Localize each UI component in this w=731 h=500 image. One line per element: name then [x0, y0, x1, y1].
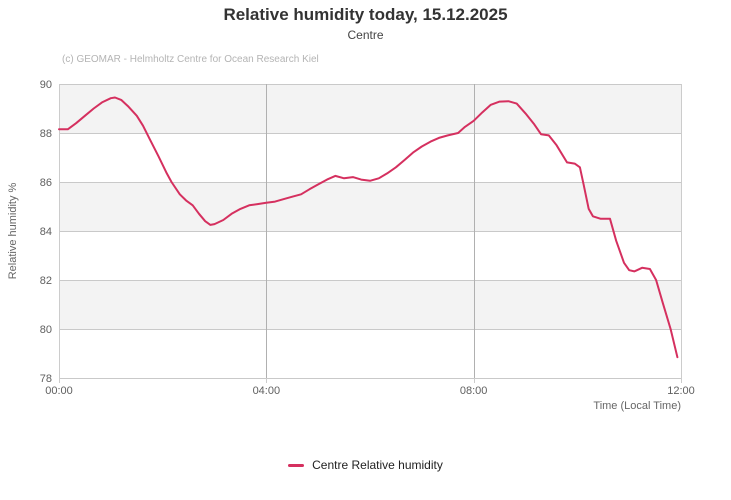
- chart-subtitle: Centre: [347, 28, 384, 42]
- x-axis-labels: 00:00 04:00 08:00 12:00: [45, 385, 695, 397]
- x-tick-label: 08:00: [460, 385, 488, 397]
- y-gridlines: [59, 84, 681, 379]
- x-tick-label: 12:00: [667, 385, 695, 397]
- y-tick-label: 86: [40, 177, 52, 189]
- legend-label: Centre Relative humidity: [312, 458, 443, 472]
- x-gridlines: [59, 84, 682, 383]
- chart-title: Relative humidity today, 15.12.2025: [223, 5, 508, 24]
- y-axis-title: Relative humidity %: [7, 182, 19, 280]
- y-axis-labels: 78 80 82 84 86 88 90: [40, 79, 52, 385]
- legend-item-centre-relative-humidity[interactable]: Centre Relative humidity: [0, 458, 731, 472]
- y-tick-label: 78: [40, 373, 52, 385]
- y-tick-label: 90: [40, 79, 52, 91]
- plot-area: 78 80 82 84 86 88 90 00:00 04:00 08:00 12:00 Time (…: [40, 79, 695, 412]
- x-tick-label: 00:00: [45, 385, 73, 397]
- alternate-bands: [59, 84, 681, 329]
- y-tick-label: 84: [40, 226, 52, 238]
- x-tick-label: 04:00: [253, 385, 281, 397]
- y-tick-label: 88: [40, 128, 52, 140]
- y-tick-label: 80: [40, 324, 52, 336]
- y-tick-label: 82: [40, 275, 52, 287]
- legend-line-marker: [288, 463, 305, 467]
- humidity-series-line[interactable]: [58, 96, 679, 359]
- x-axis-title: Time (Local Time): [593, 400, 681, 412]
- copyright-credits: (c) GEOMAR - Helmholtz Centre for Ocean …: [62, 54, 319, 65]
